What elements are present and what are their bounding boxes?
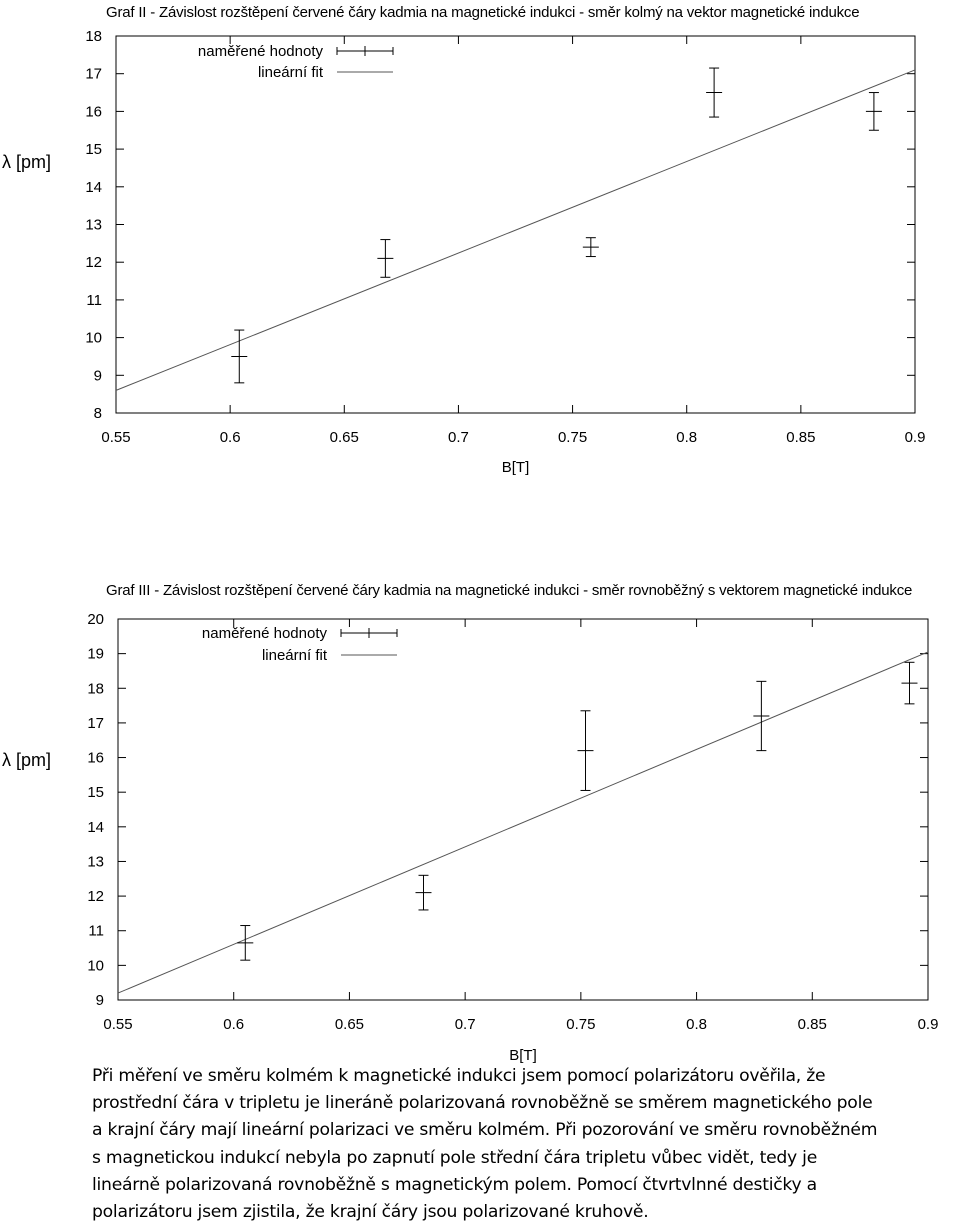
x-tick-label: 0.85: [798, 1016, 827, 1033]
paragraph-line: prostřední čára v tripletu je lineráně p…: [92, 1093, 873, 1114]
y-tick-label: 16: [87, 750, 104, 767]
y-tick-label: 15: [85, 141, 102, 158]
x-tick-label: 0.75: [558, 429, 587, 446]
fit-line: [115, 69, 916, 391]
x-tick-label: 0.65: [335, 1016, 364, 1033]
body-paragraph: Při měření ve směru kolmém k magnetické …: [92, 1063, 952, 1226]
y-axis-label: λ [pm]: [2, 152, 52, 172]
chart-graf-ii: 0.55 0.6 0.65 0.7 0.75 0.8 0.85 0.9 8 9 10 11 12 13 14…: [85, 28, 926, 476]
x-tick-label: 0.7: [448, 429, 469, 446]
x-tick-label: 0.6: [220, 429, 241, 446]
x-tick-label: 0.75: [566, 1016, 595, 1033]
x-tick-label: 0.55: [101, 429, 130, 446]
y-tick-label: 12: [87, 888, 104, 905]
fit-line: [117, 651, 929, 994]
y-tick-label: 20: [87, 611, 104, 628]
y-axis-label: λ [pm]: [2, 750, 52, 770]
y-tick-label: 14: [85, 179, 102, 196]
x-tick-label: 0.55: [103, 1016, 132, 1033]
y-tick-label: 13: [87, 853, 104, 870]
y-tick-label: 19: [87, 646, 104, 663]
legend-label: naměřené hodnoty: [198, 43, 324, 60]
x-axis-label: B[T]: [502, 459, 530, 476]
plot-frame: [117, 618, 929, 1001]
x-tick-label: 0.9: [918, 1016, 939, 1033]
chart-graf-iii: 0.55 0.6 0.65 0.7 0.75 0.8 0.85 0.9 9 10 11 12 13 14 1…: [87, 611, 939, 1064]
y-tick-label: 12: [85, 254, 102, 271]
y-tick-label: 14: [87, 819, 104, 836]
paragraph-line: a krajní čáry mají lineární polarizaci v…: [92, 1120, 878, 1141]
y-tick-label: 15: [87, 784, 104, 801]
x-tick-label: 0.8: [686, 1016, 707, 1033]
x-tick-label: 0.65: [330, 429, 359, 446]
y-tick-label: 17: [87, 715, 104, 732]
paragraph-line: lineárně polarizovaná rovnoběžně s magne…: [92, 1174, 817, 1195]
legend-label: naměřené hodnoty: [202, 625, 328, 642]
y-tick-label: 13: [85, 217, 102, 234]
paragraph-line: Při měření ve směru kolmém k magnetické …: [92, 1066, 826, 1086]
paragraph-line: polarizátoru jsem zjistila, že krajní čá…: [92, 1202, 649, 1223]
y-tick-label: 16: [85, 103, 102, 120]
chart-title: Graf III - Závislost rozštěpení červené …: [106, 582, 913, 599]
x-tick-label: 0.9: [905, 429, 926, 446]
legend-label: lineární fit: [262, 647, 328, 664]
paragraph-line: s magnetickou indukcí nebyla po zapnutí …: [92, 1147, 818, 1168]
x-tick-label: 0.85: [786, 429, 815, 446]
y-tick-label: 9: [94, 367, 102, 384]
y-tick-label: 8: [94, 405, 102, 422]
x-tick-label: 0.7: [455, 1016, 476, 1033]
y-tick-label: 11: [88, 923, 104, 940]
x-axis-label: B[T]: [509, 1047, 537, 1064]
y-tick-label: 18: [87, 680, 104, 697]
chart-title: Graf II - Závislost rozštěpení červené č…: [106, 4, 860, 21]
legend-label: lineární fit: [258, 64, 324, 81]
y-tick-label: 10: [87, 957, 104, 974]
x-tick-label: 0.6: [223, 1016, 244, 1033]
y-tick-label: 10: [85, 330, 102, 347]
y-tick-label: 11: [86, 292, 102, 309]
y-tick-label: 17: [85, 66, 102, 83]
y-tick-label: 9: [96, 992, 104, 1009]
y-tick-label: 18: [85, 28, 102, 45]
x-tick-label: 0.8: [676, 429, 697, 446]
